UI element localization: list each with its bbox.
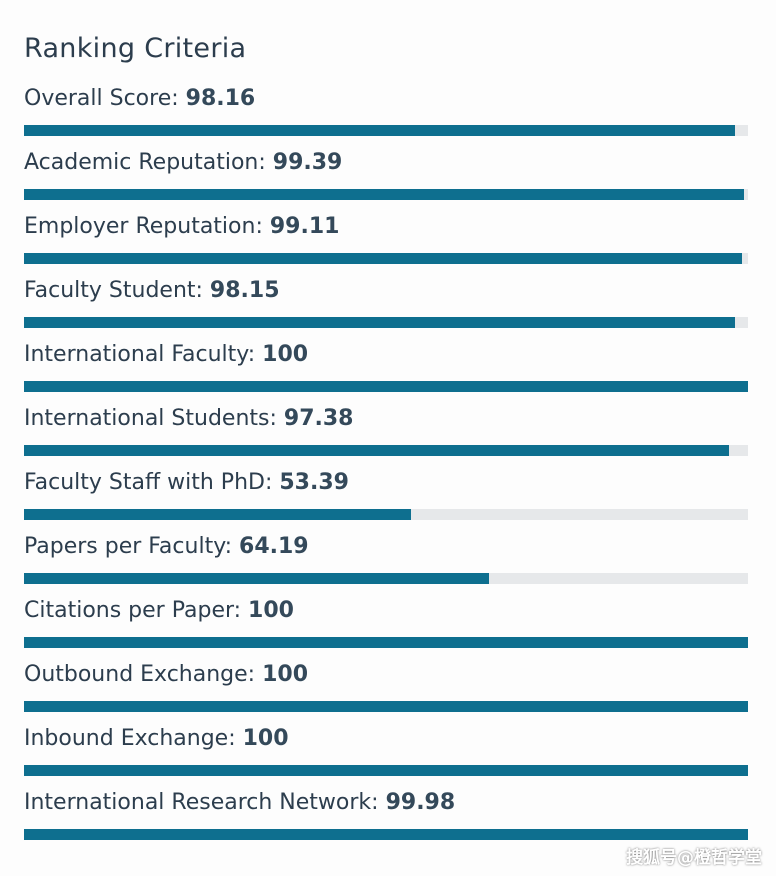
criterion-row: Academic Reputation: 99.39	[0, 147, 776, 211]
criterion-label: Employer Reputation: 99.11	[24, 214, 339, 239]
score-bar-fill	[24, 189, 744, 200]
criterion-name: Faculty Student:	[24, 278, 203, 303]
criterion-row: International Students: 97.38	[0, 403, 776, 467]
score-bar-track	[24, 317, 748, 328]
criterion-label: Academic Reputation: 99.39	[24, 150, 342, 175]
criterion-score: 98.15	[209, 278, 280, 303]
criterion-label: Papers per Faculty: 64.19	[24, 534, 309, 559]
score-bar-fill	[24, 253, 742, 264]
criterion-row: Inbound Exchange: 100	[0, 723, 776, 787]
criterion-name: International Research Network:	[24, 790, 379, 815]
score-bar-fill	[24, 509, 411, 520]
score-bar-track	[24, 829, 748, 840]
score-bar-fill	[24, 829, 748, 840]
criterion-label: Citations per Paper: 100	[24, 598, 294, 623]
criterion-row: Citations per Paper: 100	[0, 595, 776, 659]
criterion-name: Academic Reputation:	[24, 150, 266, 175]
score-bar-fill	[24, 701, 748, 712]
score-bar-track	[24, 381, 748, 392]
criterion-name: Papers per Faculty:	[24, 534, 233, 559]
criterion-name: Employer Reputation:	[24, 214, 263, 239]
criterion-name: Faculty Staff with PhD:	[24, 470, 273, 495]
criterion-label: International Faculty: 100	[24, 342, 308, 367]
criterion-score: 53.39	[279, 470, 349, 495]
criterion-name: International Faculty:	[24, 342, 256, 367]
score-bar-track	[24, 765, 748, 776]
criterion-name: International Students:	[24, 406, 277, 431]
criterion-score: 99.11	[269, 214, 340, 239]
score-bar-track	[24, 573, 748, 584]
score-bar-fill	[24, 765, 748, 776]
criterion-label: Overall Score: 98.16	[24, 86, 255, 111]
criterion-score: 100	[248, 598, 294, 623]
watermark: 搜狐号@橙哲学堂	[626, 848, 762, 868]
score-bar-track	[24, 253, 748, 264]
criterion-name: Inbound Exchange:	[24, 726, 236, 751]
criterion-row: International Faculty: 100	[0, 339, 776, 403]
score-bar-track	[24, 637, 748, 648]
score-bar-track	[24, 701, 748, 712]
criterion-row: International Research Network: 99.98	[0, 787, 776, 851]
score-bar-fill	[24, 637, 748, 648]
score-bar-track	[24, 509, 748, 520]
criterion-score: 97.38	[283, 406, 354, 431]
criterion-score: 100	[242, 726, 289, 751]
criterion-score: 100	[262, 342, 309, 367]
criterion-label: Outbound Exchange: 100	[24, 662, 308, 687]
score-bar-track	[24, 445, 748, 456]
criterion-score: 98.16	[185, 86, 256, 111]
panel-title: Ranking Criteria	[24, 33, 247, 64]
criterion-name: Outbound Exchange:	[24, 662, 256, 687]
score-bar-track	[24, 189, 748, 200]
criterion-row: Outbound Exchange: 100	[0, 659, 776, 723]
criterion-name: Overall Score:	[24, 86, 179, 111]
criterion-score: 99.98	[385, 790, 456, 815]
score-bar-fill	[24, 573, 489, 584]
score-bar-fill	[24, 317, 735, 328]
criterion-row: Overall Score: 98.16	[0, 83, 776, 147]
criterion-label: Inbound Exchange: 100	[24, 726, 289, 751]
criterion-label: Faculty Student: 98.15	[24, 278, 280, 303]
criterion-row: Faculty Student: 98.15	[0, 275, 776, 339]
criterion-label: International Research Network: 99.98	[24, 790, 455, 815]
score-bar-track	[24, 125, 748, 136]
criterion-score: 99.39	[272, 150, 343, 175]
criterion-score: 64.19	[239, 534, 309, 559]
criterion-score: 100	[262, 662, 309, 687]
score-bar-fill	[24, 125, 735, 136]
score-bar-fill	[24, 445, 730, 456]
criterion-row: Employer Reputation: 99.11	[0, 211, 776, 275]
criterion-label: International Students: 97.38	[24, 406, 353, 431]
criterion-label: Faculty Staff with PhD: 53.39	[24, 470, 349, 495]
criterion-name: Citations per Paper:	[24, 598, 242, 623]
score-bar-fill	[24, 381, 748, 392]
criterion-row: Faculty Staff with PhD: 53.39	[0, 467, 776, 531]
criterion-row: Papers per Faculty: 64.19	[0, 531, 776, 595]
criteria-list: Overall Score: 98.16 Academic Reputation:…	[0, 83, 776, 851]
